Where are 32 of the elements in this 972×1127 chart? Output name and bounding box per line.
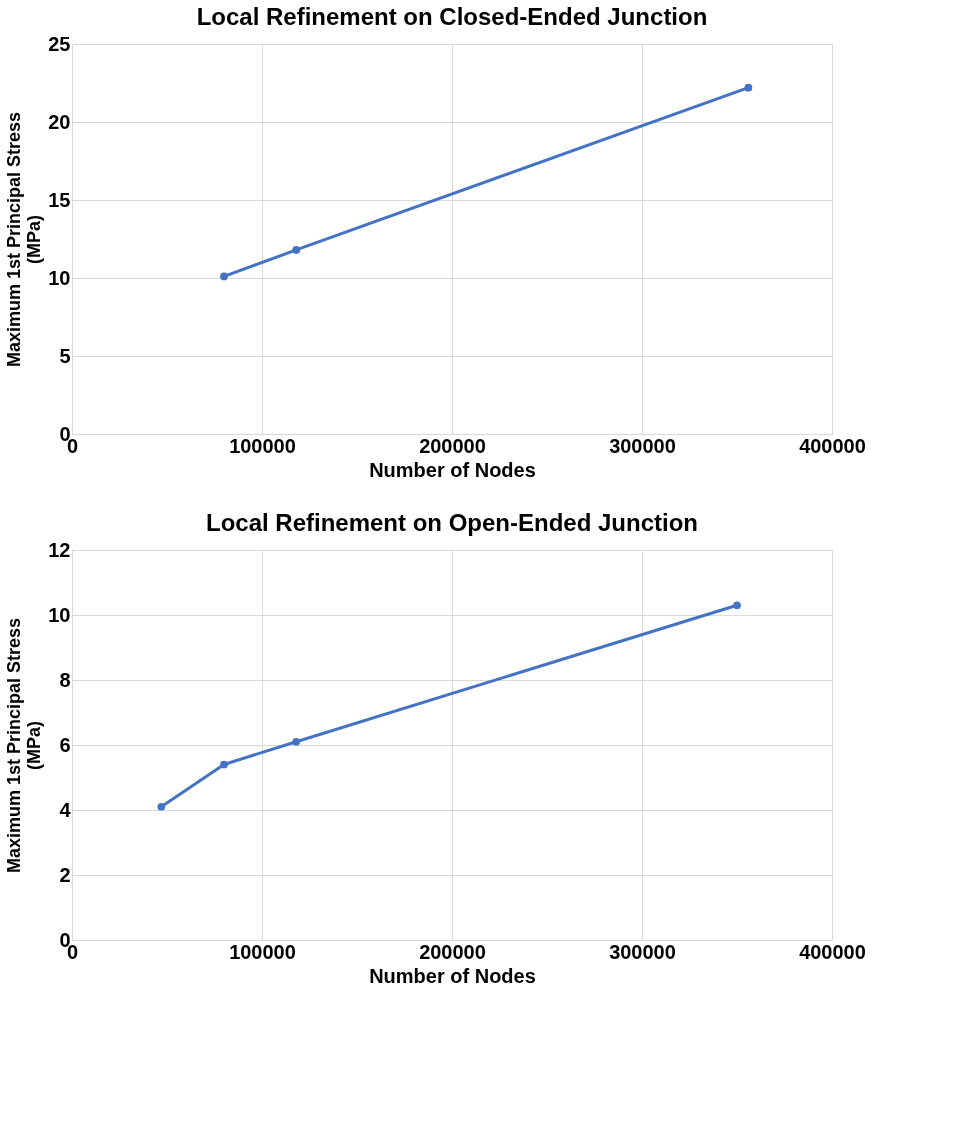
chart-title: Local Refinement on Closed-Ended Junction	[196, 3, 708, 30]
y-tick-label: 6	[59, 733, 71, 756]
y-tick-label: 5	[59, 344, 71, 367]
x-tick-label: 300000	[609, 434, 676, 457]
x-tick-label: 100000	[229, 940, 296, 963]
y-axis-title: Maximum 1st Principal Stress (MPa)	[4, 617, 45, 874]
y-tick-label: 12	[48, 538, 71, 561]
x-axis-title: Number of Nodes	[369, 964, 536, 987]
y-tick-label: 20	[48, 110, 71, 133]
x-tick-label: 400000	[799, 940, 866, 963]
x-tick-label: 400000	[799, 434, 866, 457]
y-tick-label: 4	[59, 798, 72, 821]
y-tick-label: 10	[48, 603, 71, 626]
point	[744, 83, 753, 92]
y-tick-label: 15	[48, 188, 71, 211]
point	[157, 802, 166, 811]
point	[292, 737, 301, 746]
x-tick-label: 100000	[229, 434, 296, 457]
x-tick-label: 200000	[419, 434, 486, 457]
y-tick-label: 10	[48, 266, 71, 289]
chart-title: Local Refinement on Open-Ended Junction	[205, 509, 699, 536]
x-axis-title: Number of Nodes	[369, 458, 536, 481]
x-tick-label: 200000	[419, 940, 486, 963]
x-tick-label: 300000	[609, 940, 676, 963]
y-tick-label: 8	[59, 668, 71, 691]
point	[220, 272, 228, 281]
point	[292, 246, 301, 254]
point	[220, 760, 228, 769]
y-tick-label: 25	[48, 32, 71, 55]
y-axis-title: Maximum 1st Principal Stress (MPa)	[4, 111, 45, 368]
point	[733, 601, 741, 610]
y-tick-label: 2	[59, 863, 71, 886]
